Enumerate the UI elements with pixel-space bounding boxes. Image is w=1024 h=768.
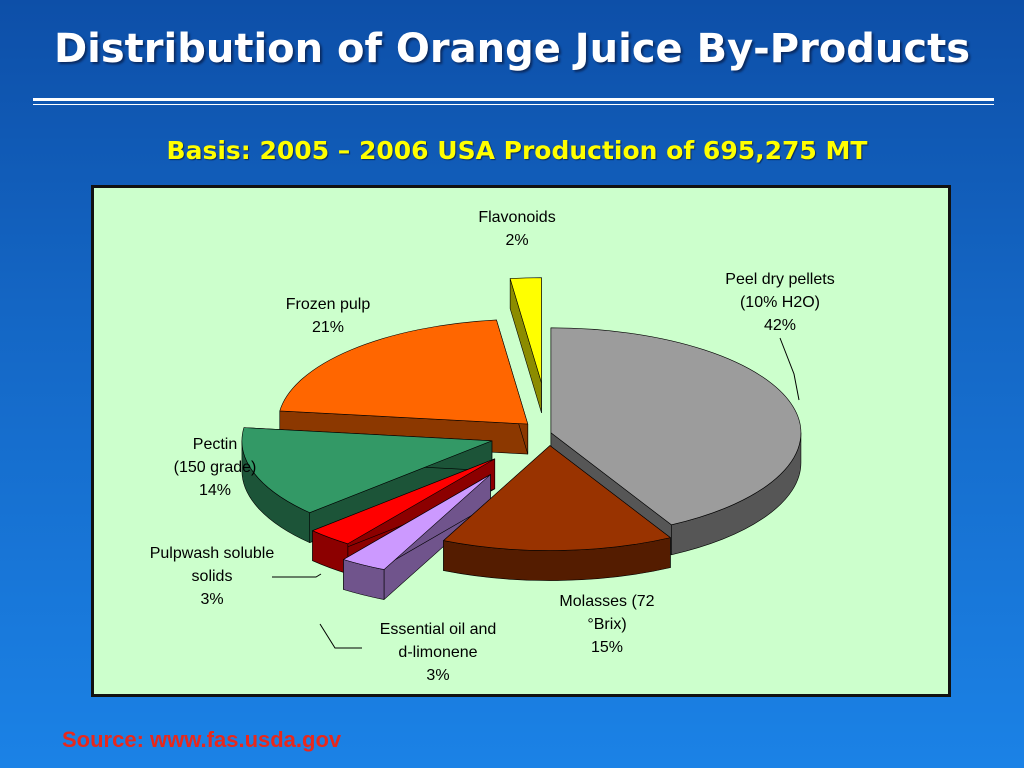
slice-label-line: Pectin <box>192 436 238 453</box>
leader-line-3 <box>272 573 322 578</box>
chart-frame: Peel dry pellets (10% H2O) 42% Molasses (72… <box>91 185 951 697</box>
slice-label-line: Peel dry pellets <box>725 271 835 288</box>
source-citation: Source: www.fas.usda.gov <box>62 727 342 752</box>
slice-label-2: Essential oil and d-limonene 3% <box>380 618 497 687</box>
slice-percent-label: 3% <box>426 667 450 684</box>
title-divider-thin <box>33 104 994 105</box>
slice-label-3: Pulpwash soluble solids 3% <box>150 542 275 611</box>
slice-label-4: Pectin (150 grade) 14% <box>174 433 257 502</box>
slice-label-line: Frozen pulp <box>285 296 371 313</box>
pie-chart <box>241 277 802 649</box>
pie-slice-2 <box>343 474 491 600</box>
slice-label-0: Peel dry pellets (10% H2O) 42% <box>725 268 834 337</box>
slide-title: Distribution of Orange Juice By-Products <box>53 26 971 72</box>
slice-label-line: (10% H2O) <box>739 294 821 311</box>
slice-label-5: Frozen pulp 21% <box>286 293 371 339</box>
chart-subtitle: Basis: 2005 – 2006 USA Production of 695… <box>166 136 868 165</box>
slice-label-line: solids <box>191 568 233 585</box>
slice-label-line: Essential oil and <box>379 621 497 638</box>
slice-label-line: d-limonene <box>398 644 478 661</box>
slice-percent-label: 2% <box>505 232 529 249</box>
slice-percent-label: 15% <box>590 639 624 656</box>
slice-label-1: Molasses (72 °Brix) 15% <box>559 590 654 659</box>
leader-line-2 <box>319 623 362 649</box>
slice-label-line: °Brix) <box>587 616 627 633</box>
slice-label-6: Flavonoids 2% <box>478 206 555 252</box>
slice-label-line: Flavonoids <box>478 209 556 226</box>
pie-slice-6 <box>509 277 542 413</box>
slice-percent-label: 14% <box>198 482 232 499</box>
title-divider-thick <box>33 98 994 101</box>
pie-slice-1 <box>443 445 671 581</box>
leader-line-0 <box>779 337 800 401</box>
slice-percent-label: 42% <box>763 317 797 334</box>
slice-percent-label: 3% <box>200 591 224 608</box>
slice-label-line: (150 grade) <box>173 459 257 476</box>
slice-percent-label: 21% <box>311 319 345 336</box>
slice-label-line: Molasses (72 <box>559 593 655 610</box>
slice-label-line: Pulpwash soluble <box>149 545 275 562</box>
